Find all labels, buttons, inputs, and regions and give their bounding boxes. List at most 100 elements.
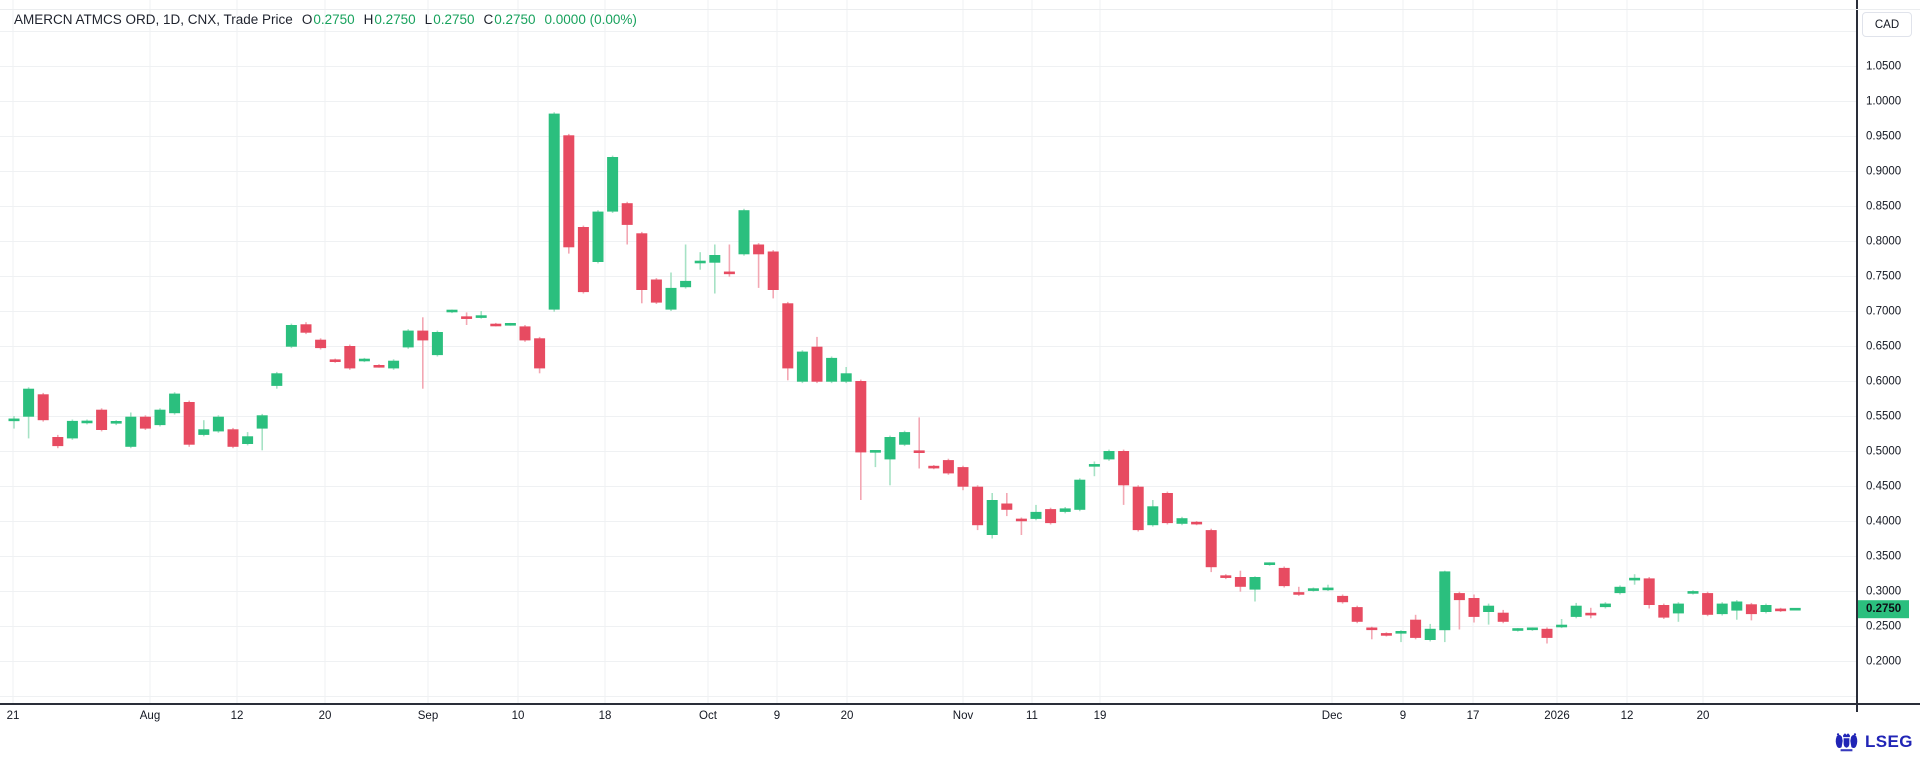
candle-body	[8, 418, 20, 422]
candle-body	[1716, 603, 1728, 615]
candle-body	[461, 316, 473, 319]
candle-body	[1059, 508, 1071, 512]
candle-body	[373, 365, 385, 368]
candle-body	[446, 309, 458, 313]
price-axis-label: 0.8500	[1866, 201, 1901, 213]
candle-body	[709, 255, 721, 263]
candle-body	[811, 346, 823, 382]
candle-body	[1307, 588, 1319, 591]
candle-body	[972, 486, 984, 526]
candle-body	[1205, 530, 1217, 568]
candle-body	[358, 358, 370, 362]
candle-body	[1439, 571, 1451, 631]
candle-body	[388, 360, 400, 369]
date-axis-label: 9	[1400, 710, 1406, 722]
candle-body	[285, 325, 297, 347]
price-axis-label: 0.6500	[1866, 341, 1901, 353]
price-axis-label: 0.2500	[1866, 621, 1901, 633]
candle-body	[665, 287, 677, 310]
candle-body	[607, 157, 619, 212]
candle-body	[1395, 631, 1407, 634]
price-axis-label: 0.2000	[1866, 656, 1901, 668]
candle-body	[1045, 509, 1057, 524]
candle-body	[869, 450, 881, 453]
date-axis-label: 21	[7, 710, 20, 722]
price-axis-label: 0.5000	[1866, 446, 1901, 458]
candle-body	[782, 303, 794, 369]
candle-body	[1570, 605, 1582, 617]
ohlc-close: C 0.2750	[483, 12, 536, 27]
lseg-crest-icon	[1835, 733, 1858, 752]
candle-body	[1512, 628, 1524, 631]
date-axis-label: 20	[841, 710, 854, 722]
candle-body	[198, 429, 210, 435]
candle-body	[986, 500, 998, 535]
candle-body	[227, 429, 239, 447]
plot-area[interactable]	[0, 0, 1857, 704]
currency-button[interactable]: CAD	[1862, 12, 1912, 37]
candle-body	[826, 357, 838, 382]
price-axis-label: 0.3000	[1866, 586, 1901, 598]
date-axis-label: 18	[599, 710, 612, 722]
candle-body	[1380, 633, 1392, 636]
candle-body	[1556, 624, 1568, 628]
price-axis-label: 0.9000	[1866, 166, 1901, 178]
candle-body	[139, 416, 151, 429]
date-axis-label: Sep	[418, 710, 438, 722]
candle-body	[694, 260, 706, 264]
candle-body	[1760, 605, 1772, 612]
candle-body	[344, 346, 356, 369]
candle-body	[1351, 607, 1363, 622]
candle-body	[1789, 607, 1801, 611]
symbol-title[interactable]: AMERCN ATMCS ORD, 1D, CNX, Trade Price	[14, 12, 293, 27]
candle-body	[650, 279, 662, 303]
price-axis-label: 0.4500	[1866, 481, 1901, 493]
date-axis-label: 20	[319, 710, 332, 722]
candle-body	[1264, 562, 1276, 565]
candle-body	[1132, 486, 1144, 531]
candle-body	[125, 416, 137, 447]
price-axis-label: 1.0000	[1866, 96, 1901, 108]
candle-body	[1424, 628, 1436, 640]
candle-body	[490, 323, 502, 327]
candle-body	[899, 432, 911, 445]
candle-body	[1001, 503, 1013, 510]
candle-body	[242, 436, 254, 444]
candle-body	[1497, 612, 1509, 622]
lseg-logo[interactable]: LSEG	[1833, 730, 1913, 754]
candle-body	[431, 332, 443, 356]
price-axis-label: 0.8000	[1866, 236, 1901, 248]
date-axis-label: Oct	[699, 710, 718, 722]
candle-body	[1015, 518, 1027, 522]
candle-body	[52, 437, 64, 447]
candle-body	[884, 437, 896, 460]
candle-body	[534, 338, 546, 369]
candle-body	[417, 330, 429, 341]
candle-body	[636, 233, 648, 290]
candle-body	[504, 323, 516, 326]
candle-body	[592, 211, 604, 262]
candle-body	[1745, 604, 1757, 615]
date-axis-label: 9	[774, 710, 780, 722]
candle-body	[1278, 567, 1290, 587]
candle-body	[1293, 592, 1305, 595]
candle-body	[1161, 493, 1173, 524]
date-axis-label: 19	[1094, 710, 1107, 722]
chart-legend: AMERCN ATMCS ORD, 1D, CNX, Trade Price O…	[14, 12, 637, 27]
candle-body	[300, 324, 312, 333]
price-axis-label: 0.7000	[1866, 306, 1901, 318]
candle-body	[1629, 577, 1641, 581]
price-axis-label: 0.3500	[1866, 551, 1901, 563]
candle-body	[1030, 511, 1042, 519]
candle-body	[271, 373, 283, 386]
candle-body	[475, 315, 487, 318]
candle-body	[1643, 578, 1655, 605]
last-price-badge-text: 0.2750	[1866, 603, 1901, 615]
candle-body	[169, 393, 181, 414]
candle-body	[1234, 577, 1246, 587]
candle-body	[315, 339, 327, 349]
candle-body	[1483, 605, 1495, 612]
candle-body	[1687, 591, 1699, 594]
date-axis-label: 10	[512, 710, 525, 722]
